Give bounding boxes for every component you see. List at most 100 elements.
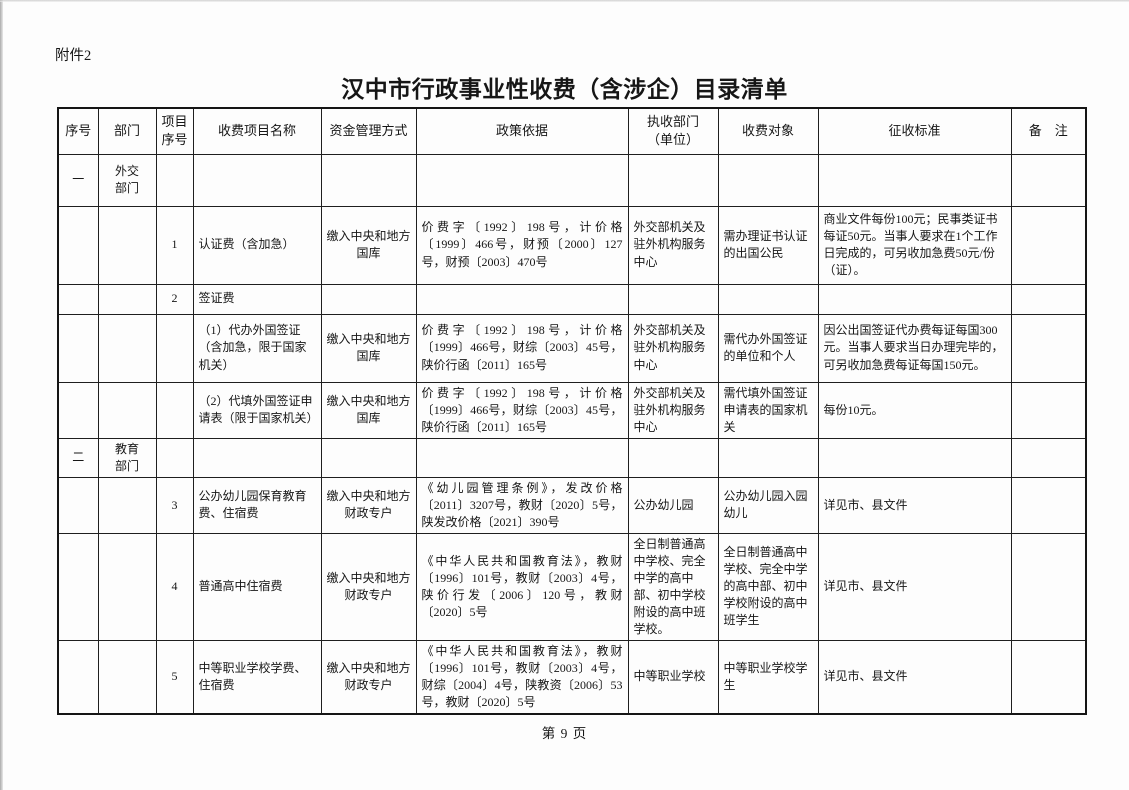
table-cell: [57, 476, 99, 534]
table-cell: （2）代填外国签证申请表（限于国家机关）: [192, 381, 322, 439]
table-cell: 详见市、县文件: [817, 639, 1012, 715]
table-cell: 二: [57, 437, 99, 478]
table-cell: 详见市、县文件: [817, 532, 1012, 641]
column-header: 资金管理方式: [320, 107, 417, 155]
table-cell: [627, 153, 719, 207]
table-cell: [320, 283, 417, 315]
table-cell: 需代填外国签证申请表的国家机关: [717, 381, 819, 439]
table-cell: [627, 283, 719, 315]
table-cell: [57, 313, 99, 383]
table-cell: [155, 153, 194, 207]
table-row: 5 中等职业学校学费、住宿费 缴入中央和地方财政专户 《中华人民共和国教育法》，教财〔…: [57, 639, 1087, 715]
table-cell: 价费字〔1992〕198号，计价格〔1999〕466号，财综〔2003〕45号，…: [415, 313, 629, 383]
table-cell: [57, 532, 99, 641]
table-cell: [97, 283, 157, 315]
table-cell: [1010, 381, 1087, 439]
table-cell: [97, 313, 157, 383]
table-cell: 缴入中央和地方国库: [320, 313, 417, 383]
table-cell: 3: [155, 476, 194, 534]
column-header: 备 注: [1010, 107, 1087, 155]
table-cell: [1010, 283, 1087, 315]
table-cell: 认证费（含加急）: [192, 205, 322, 285]
column-header: 征收标准: [817, 107, 1012, 155]
table-cell: （1）代办外国签证（含加急，限于国家机关）: [192, 313, 322, 383]
table-row: （1）代办外国签证（含加急，限于国家机关） 缴入中央和地方国库 价费字〔1992〕1…: [57, 313, 1087, 383]
table-cell: 商业文件每份100元；民事类证书每证50元。当事人要求在1个工作日完成的，可另收…: [817, 205, 1012, 285]
table-cell: [717, 437, 819, 478]
table-cell: [97, 381, 157, 439]
table-cell: 因公出国签证代办费每证每国300元。当事人要求当日办理完毕的，可另收加急费每证每…: [817, 313, 1012, 383]
scan-edge-artifact: [0, 0, 3, 790]
table-cell: 外交部机关及驻外机构服务中心: [627, 381, 719, 439]
column-header: 序号: [57, 107, 99, 155]
table-cell: 签证费: [192, 283, 322, 315]
table-cell: 缴入中央和地方国库: [320, 381, 417, 439]
table-cell: 外交部机关及驻外机构服务中心: [627, 313, 719, 383]
table-cell: [97, 532, 157, 641]
column-header: 收费项目名称: [192, 107, 322, 155]
table-cell: 《中华人民共和国教育法》，教财〔1996〕101号，教财〔2003〕4号，财综〔…: [415, 639, 629, 715]
table-cell: [192, 153, 322, 207]
table-row: 二教育 部门: [57, 437, 1087, 478]
table-cell: 缴入中央和地方财政专户: [320, 639, 417, 715]
table-cell: [57, 381, 99, 439]
table-cell: [155, 313, 194, 383]
table-cell: [1010, 476, 1087, 534]
table-cell: 中等职业学校学费、住宿费: [192, 639, 322, 715]
scan-edge-artifact: [0, 0, 1129, 2]
table-row: 1 认证费（含加急） 缴入中央和地方国库 价费字〔1992〕198号，计价格〔1999…: [57, 205, 1087, 285]
table-cell: 公办幼儿园入园幼儿: [717, 476, 819, 534]
table-cell: [415, 437, 629, 478]
table-cell: [1010, 532, 1087, 641]
table-cell: [415, 283, 629, 315]
table-row: 2 签证费: [57, 283, 1087, 315]
table-cell: [415, 153, 629, 207]
table-cell: 需代办外国签证的单位和个人: [717, 313, 819, 383]
table-cell: 外交 部门: [97, 153, 157, 207]
table-cell: [1010, 205, 1087, 285]
page-number: 第 9 页: [541, 726, 588, 741]
table-cell: 1: [155, 205, 194, 285]
document-title: 汉中市行政事业性收费（含涉企）目录清单: [341, 77, 788, 102]
table-cell: 一: [57, 153, 99, 207]
table-cell: [192, 437, 322, 478]
table-cell: 每份10元。: [817, 381, 1012, 439]
table-cell: 缴入中央和地方国库: [320, 205, 417, 285]
table-cell: 需办理证书认证的出国公民: [717, 205, 819, 285]
table-cell: 普通高中住宿费: [192, 532, 322, 641]
table-cell: [57, 283, 99, 315]
table-cell: [1010, 639, 1087, 715]
table-cell: [817, 437, 1012, 478]
table-cell: 2: [155, 283, 194, 315]
table-cell: [717, 283, 819, 315]
table-cell: [320, 437, 417, 478]
table-cell: [97, 205, 157, 285]
table-cell: 中等职业学校: [627, 639, 719, 715]
table-cell: [57, 639, 99, 715]
table-cell: 缴入中央和地方财政专户: [320, 476, 417, 534]
table-cell: [97, 639, 157, 715]
table-header-row: 序号 部门 项目 序号 收费项目名称 资金管理方式 政策依据 执收部门 （单位） 收费对象 征收…: [57, 107, 1087, 155]
table-row: （2）代填外国签证申请表（限于国家机关） 缴入中央和地方国库 价费字〔1992〕19…: [57, 381, 1087, 439]
table-row: 4 普通高中住宿费 缴入中央和地方财政专户 《中华人民共和国教育法》，教财〔1996〕…: [57, 532, 1087, 641]
table-row: 一外交 部门: [57, 153, 1087, 207]
table-cell: 全日制普通高中学校、完全中学的高中部、初中学校附设的高中班学生: [717, 532, 819, 641]
column-header: 政策依据: [415, 107, 629, 155]
table-cell: [817, 153, 1012, 207]
table-cell: [1010, 153, 1087, 207]
table-cell: 详见市、县文件: [817, 476, 1012, 534]
table-cell: 教育 部门: [97, 437, 157, 478]
table-cell: 《中华人民共和国教育法》，教财〔1996〕101号，教财〔2003〕4号，陕价行…: [415, 532, 629, 641]
table-cell: 公办幼儿园保育教育费、住宿费: [192, 476, 322, 534]
table-cell: 中等职业学校学生: [717, 639, 819, 715]
table-cell: [627, 437, 719, 478]
table-cell: [97, 476, 157, 534]
table-cell: 公办幼儿园: [627, 476, 719, 534]
column-header: 项目 序号: [155, 107, 194, 155]
table-cell: 5: [155, 639, 194, 715]
table-cell: [817, 283, 1012, 315]
table-cell: 缴入中央和地方财政专户: [320, 532, 417, 641]
table-cell: 4: [155, 532, 194, 641]
table-cell: [1010, 313, 1087, 383]
column-header: 执收部门 （单位）: [627, 107, 719, 155]
